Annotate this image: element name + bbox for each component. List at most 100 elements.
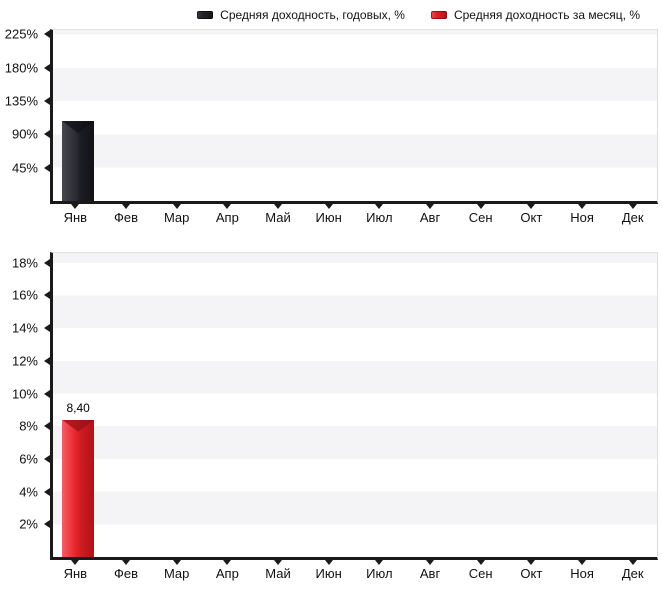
x-axis-category: Окт: [506, 560, 557, 582]
month-label: Фев: [113, 210, 139, 225]
chart-gap: [0, 226, 662, 252]
x-axis-tick-icon: [172, 204, 181, 209]
month-label: Апр: [215, 566, 239, 581]
month-label: Июл: [366, 566, 393, 581]
y-axis-tick-icon: [44, 130, 50, 139]
month-label: Окт: [520, 210, 543, 225]
y-axis-tick-icon: [44, 422, 50, 431]
x-axis-tick-icon: [628, 204, 637, 209]
x-axis-tick-icon: [324, 204, 333, 209]
y-axis-label: 225%: [4, 26, 38, 42]
x-axis-category: Авг: [405, 204, 456, 226]
x-axis-category: Май: [253, 560, 304, 582]
x-axis-category: Янв: [50, 560, 101, 582]
x-axis-category: Апр: [202, 560, 253, 582]
month-label: Июн: [315, 210, 342, 225]
x-axis-category: Июн: [303, 560, 354, 582]
month-label: Апр: [215, 210, 239, 225]
y-axis-label: 14%: [11, 320, 38, 336]
month-label: Окт: [520, 566, 543, 581]
month-label: Сен: [468, 210, 493, 225]
month-label: Мар: [163, 566, 190, 581]
y-axis-label: 4%: [19, 484, 38, 500]
y-axis-label: 16%: [11, 287, 38, 303]
x-axis-category: Июн: [303, 204, 354, 226]
monthly-x-axis: Янв Фев Мар Апр Май Июн Июл Авг Сен Окт Ноя Дек: [50, 560, 658, 582]
monthly-yield-bar-Янв: 8,40: [62, 401, 95, 557]
y-axis-tick-icon: [44, 163, 50, 172]
x-axis-tick-icon: [426, 204, 435, 209]
y-axis-label: 135%: [4, 93, 38, 109]
month-label: Дек: [621, 566, 644, 581]
y-axis-label: 180%: [4, 60, 38, 76]
month-label: Сен: [468, 566, 493, 581]
y-axis-tick-icon: [44, 520, 50, 529]
x-axis-category: Ноя: [557, 560, 608, 582]
x-axis-category: Мар: [151, 560, 202, 582]
x-axis-category: Июл: [354, 560, 405, 582]
y-axis-label: 10%: [11, 386, 38, 402]
x-axis-category: Фев: [101, 204, 152, 226]
month-label: Ноя: [570, 566, 594, 581]
month-label: Дек: [621, 210, 644, 225]
x-axis-tick-icon: [375, 560, 384, 565]
x-axis-tick-icon: [223, 204, 232, 209]
x-axis-category: Дек: [607, 204, 658, 226]
x-axis-category: Ноя: [557, 204, 608, 226]
annual-yield-chart: 45% 90% 135% 180% 225% Янв Фев Мар Апр Май Июн Июл…: [0, 26, 658, 226]
x-axis-tick-icon: [71, 560, 80, 565]
x-axis-tick-icon: [426, 560, 435, 565]
month-label: Май: [265, 210, 291, 225]
month-label: Июл: [366, 210, 393, 225]
month-label: Авг: [419, 210, 441, 225]
x-axis-category: Июл: [354, 204, 405, 226]
x-axis-tick-icon: [172, 560, 181, 565]
month-label: Май: [265, 566, 291, 581]
x-axis-tick-icon: [476, 204, 485, 209]
month-label: Ноя: [570, 210, 594, 225]
x-axis-category: Сен: [455, 204, 506, 226]
month-label: Фев: [113, 566, 139, 581]
y-axis-tick-icon: [44, 454, 50, 463]
x-axis-category: Апр: [202, 204, 253, 226]
y-axis-tick-icon: [44, 487, 50, 496]
y-axis-label: 90%: [11, 126, 38, 142]
x-axis-tick-icon: [223, 560, 232, 565]
monthly-series-swatch-icon: [430, 10, 447, 19]
y-axis-tick-icon: [44, 30, 50, 39]
month-label: Янв: [63, 210, 88, 225]
bar-value-label: 8,40: [66, 400, 90, 415]
month-label: Июн: [315, 566, 342, 581]
month-label: Авг: [419, 566, 441, 581]
annual-plot-area: [44, 29, 658, 204]
x-axis-tick-icon: [476, 560, 485, 565]
x-axis-tick-icon: [122, 204, 130, 209]
x-axis-category: Дек: [607, 560, 658, 582]
y-axis-tick-icon: [44, 97, 50, 106]
annual-y-axis: 45% 90% 135% 180% 225%: [0, 26, 50, 204]
monthly-plot-area: 8,40: [44, 252, 658, 560]
x-axis-tick-icon: [628, 560, 637, 565]
x-axis-category: Сен: [455, 560, 506, 582]
annual-series-swatch-icon: [197, 10, 214, 19]
legend-label-monthly: Средняя доходность за месяц, %: [453, 7, 640, 22]
x-axis-tick-icon: [527, 560, 536, 565]
legend-item-annual: Средняя доходность, годовых, %: [197, 9, 405, 21]
x-axis-category: Янв: [50, 204, 101, 226]
annual-x-axis: Янв Фев Мар Апр Май Июн Июл Авг Сен Окт Ноя Дек: [50, 204, 658, 226]
y-axis-tick-icon: [44, 389, 50, 398]
y-axis-tick-icon: [44, 63, 50, 72]
monthly-y-axis: 2% 4% 6% 8% 10% 12% 14% 16% 18%: [0, 252, 50, 560]
y-axis-label: 45%: [11, 160, 38, 176]
y-axis-label: 12%: [11, 353, 38, 369]
x-axis-tick-icon: [122, 560, 130, 565]
x-axis-tick-icon: [578, 560, 587, 565]
y-axis-tick-icon: [44, 258, 50, 267]
x-axis-tick-icon: [578, 204, 587, 209]
x-axis-tick-icon: [274, 560, 283, 565]
legend-item-monthly: Средняя доходность за месяц, %: [430, 7, 640, 22]
x-axis-category: Май: [253, 204, 304, 226]
x-axis-tick-icon: [527, 204, 536, 209]
y-axis-label: 18%: [11, 255, 38, 271]
x-axis-tick-icon: [324, 560, 333, 565]
